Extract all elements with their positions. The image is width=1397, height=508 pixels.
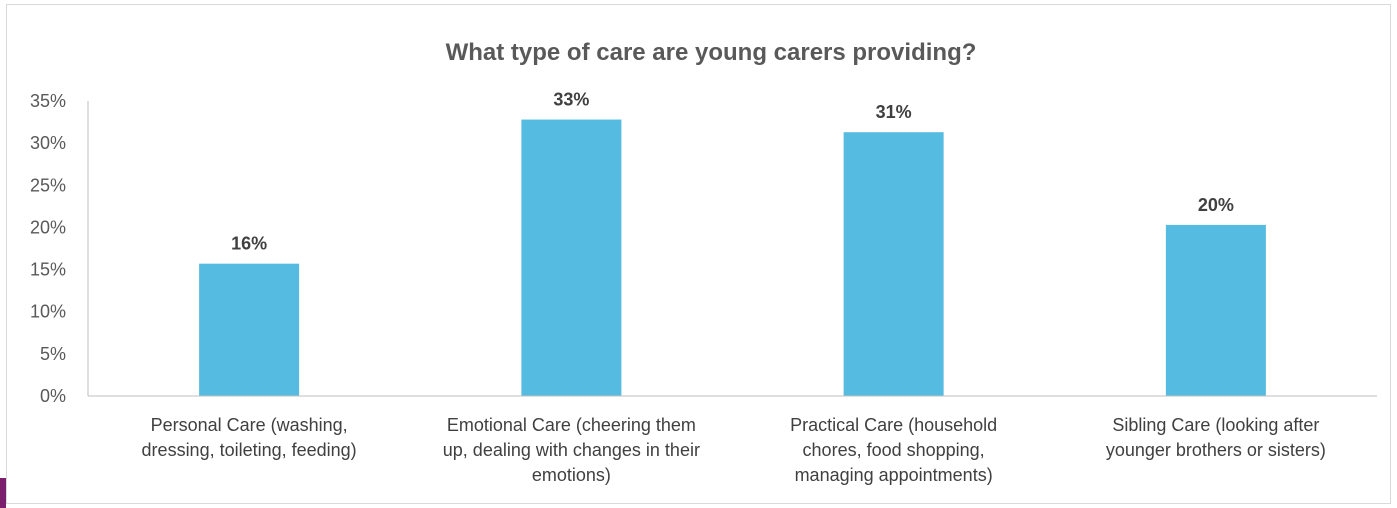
- bar: [1165, 224, 1266, 396]
- category-label-line: Emotional Care (cheering them: [447, 415, 696, 435]
- category-label-line: dressing, toileting, feeding): [142, 440, 357, 460]
- y-tick-label: 10%: [30, 302, 66, 322]
- data-labels: 16% 33% 31% 20%: [231, 90, 1234, 254]
- category-label-line: chores, food shopping,: [803, 440, 985, 460]
- category-label: Emotional Care (cheering them up, dealing…: [443, 415, 700, 485]
- data-label: 33%: [553, 90, 589, 110]
- category-label: Sibling Care (looking after younger broth…: [1106, 415, 1326, 460]
- data-label: 16%: [231, 234, 267, 254]
- category-label-line: emotions): [532, 465, 611, 485]
- data-label: 31%: [876, 102, 912, 122]
- category-label-line: younger brothers or sisters): [1106, 440, 1326, 460]
- category-label-line: Practical Care (household: [790, 415, 997, 435]
- y-tick-label: 35%: [30, 91, 66, 111]
- bar: [521, 119, 622, 397]
- category-label-line: up, dealing with changes in their: [443, 440, 700, 460]
- chart-title: What type of care are young carers provi…: [446, 39, 977, 66]
- category-label-line: managing appointments): [795, 465, 993, 485]
- y-tick-label: 15%: [30, 260, 66, 280]
- bar: [843, 132, 944, 396]
- y-tick-label: 5%: [40, 344, 66, 364]
- chart-frame: [6, 4, 1391, 504]
- category-label: Personal Care (washing, dressing, toileti…: [142, 415, 357, 460]
- category-label-line: Personal Care (washing,: [151, 415, 348, 435]
- y-axis: 0% 5% 10% 15% 20% 25% 30% 35%: [30, 91, 89, 406]
- category-label: Practical Care (household chores, food sh…: [790, 415, 997, 485]
- y-tick-label: 25%: [30, 175, 66, 195]
- category-label-line: Sibling Care (looking after: [1112, 415, 1319, 435]
- y-tick-label: 30%: [30, 133, 66, 153]
- y-tick-label: 20%: [30, 217, 66, 237]
- bar: [199, 263, 300, 396]
- accent-mark: [0, 478, 6, 508]
- bars: [199, 119, 1266, 397]
- data-label: 20%: [1198, 195, 1234, 215]
- x-axis: Personal Care (washing, dressing, toileti…: [88, 395, 1377, 485]
- y-tick-label: 0%: [40, 386, 66, 406]
